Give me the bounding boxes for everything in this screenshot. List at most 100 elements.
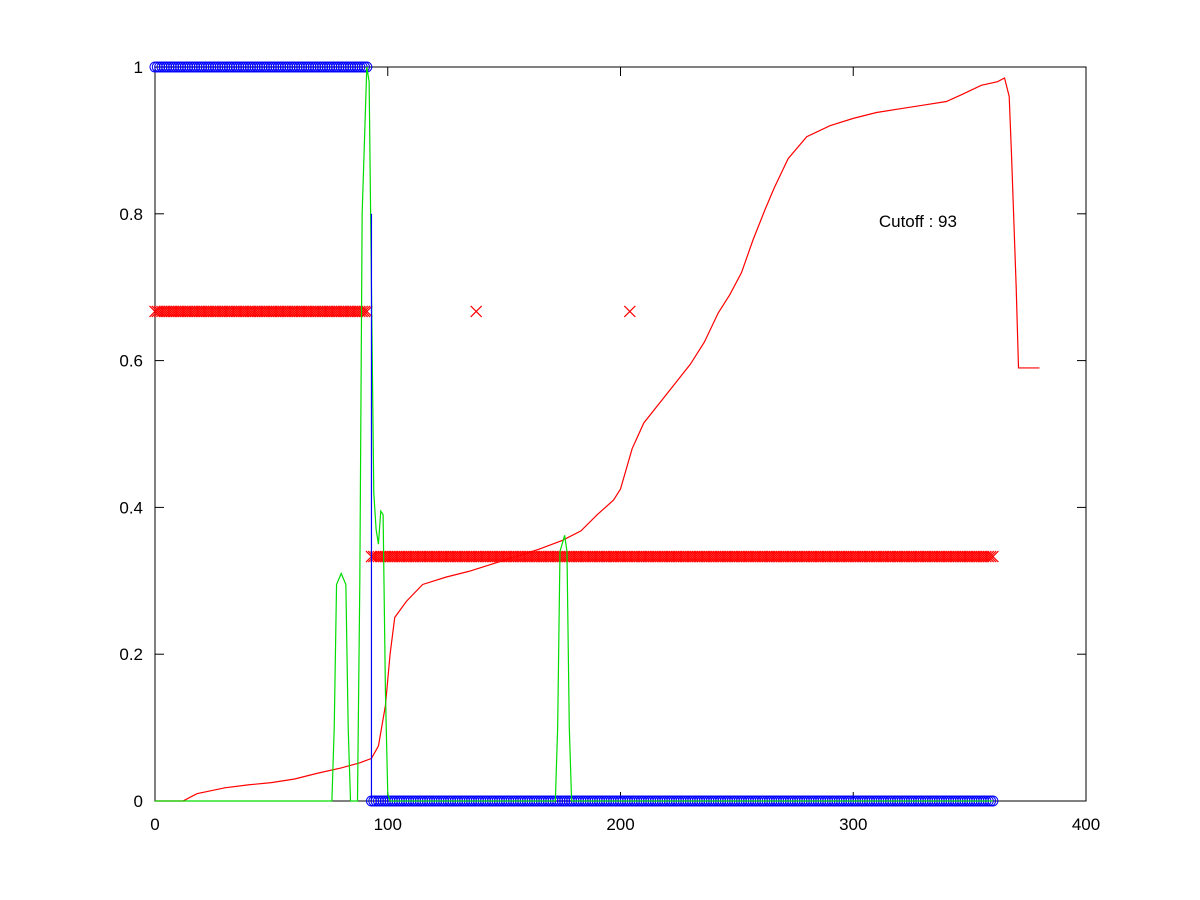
circle-marker [293,61,305,73]
circle-marker [203,61,215,73]
circle-marker [314,61,326,73]
circle-marker [324,61,336,73]
circle-marker [358,61,370,73]
circle-marker [216,61,228,73]
circle-marker [265,61,277,73]
circle-marker [230,61,242,73]
circle-marker [305,61,317,73]
y-tick-label: 0.6 [119,352,143,371]
circle-marker [247,61,259,73]
x-tick-label: 300 [839,815,867,834]
y-tick-label: 0.4 [119,498,143,517]
circle-marker [172,61,184,73]
circle-marker [249,61,261,73]
circle-marker [328,61,340,73]
circle-marker [338,61,350,73]
circle-marker [156,61,168,73]
x-marker [982,550,995,563]
circle-marker [254,61,266,73]
circle-marker [189,61,201,73]
circle-marker [235,61,247,73]
x-tick-label: 200 [606,815,634,834]
circle-marker [154,61,166,73]
circle-marker [279,61,291,73]
circle-marker [258,61,270,73]
circle-marker [372,795,384,807]
x-tick-label: 100 [374,815,402,834]
circle-marker [149,61,161,73]
circle-marker [240,61,252,73]
circle-marker [219,61,231,73]
circle-marker [200,61,212,73]
circle-marker [556,795,568,807]
circle-marker [277,61,289,73]
circle-marker [321,61,333,73]
circle-marker [251,61,263,73]
x-marker [623,305,636,318]
circle-marker [559,795,571,807]
circle-marker [300,61,312,73]
circle-marker [212,61,224,73]
circle-marker [163,61,175,73]
circle-marker [179,61,191,73]
x-marker [360,305,373,318]
circle-marker [307,61,319,73]
circle-marker [275,61,287,73]
circle-marker [326,61,338,73]
circle-marker [168,61,180,73]
x-tick-label: 0 [150,815,159,834]
circle-marker [207,61,219,73]
y-tick-label: 0.8 [119,205,143,224]
circle-marker [256,61,268,73]
series-1 [149,305,999,563]
circle-marker [268,61,280,73]
circle-marker [289,61,301,73]
circle-marker [296,61,308,73]
circle-marker [310,61,322,73]
x-marker [356,305,369,318]
circle-marker [214,61,226,73]
series-2 [155,77,1040,802]
circle-marker [244,61,256,73]
circle-marker [291,61,303,73]
circle-marker [333,61,345,73]
ticks: 0 100 200 300 400 0 0.2 0.4 0.6 0.8 1 [119,58,1100,834]
circle-marker [335,61,347,73]
circle-marker [272,61,284,73]
circle-marker [345,61,357,73]
circle-marker [340,61,352,73]
circle-marker [223,61,235,73]
circle-marker [286,61,298,73]
circle-marker [165,61,177,73]
circle-marker [184,61,196,73]
circle-marker [312,61,324,73]
circle-marker [233,61,245,73]
circle-marker [263,61,275,73]
circle-marker [226,61,238,73]
cutoff-annotation: Cutoff : 93 [879,212,957,231]
circle-marker [161,61,173,73]
x-marker [984,550,997,563]
circle-marker [158,61,170,73]
circle-marker [368,795,380,807]
circle-marker [191,61,203,73]
circle-marker [354,61,366,73]
circle-marker [182,61,194,73]
circle-marker [282,61,294,73]
y-tick-label: 0 [134,792,143,811]
circle-marker [205,61,217,73]
series-0 [149,61,999,807]
circle-marker [237,61,249,73]
x-marker [470,305,483,318]
circle-marker [347,61,359,73]
circle-marker [177,61,189,73]
circle-marker [375,795,387,807]
circle-marker [175,61,187,73]
x-tick-label: 400 [1072,815,1100,834]
circle-marker [170,61,182,73]
circle-marker [198,61,210,73]
series-3 [155,66,993,802]
series-line [155,77,1040,802]
series-layer [149,61,1040,807]
